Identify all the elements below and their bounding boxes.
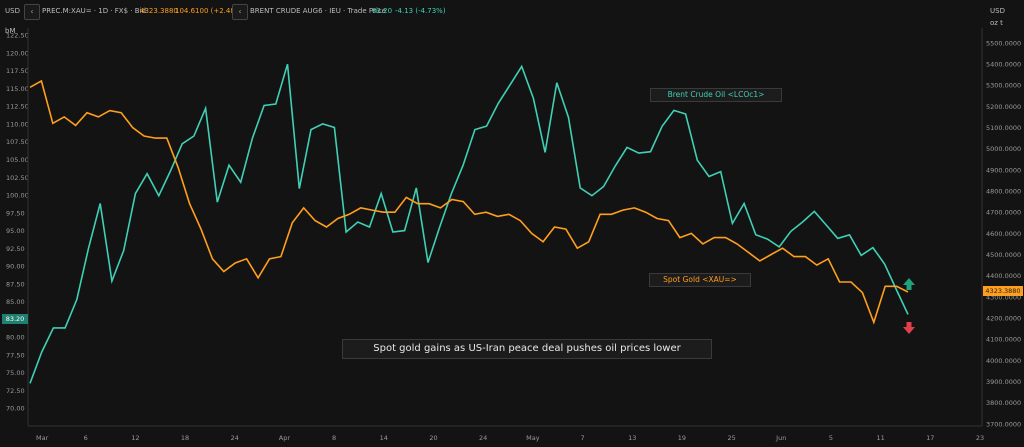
brent-down-arrow-icon — [903, 322, 915, 334]
gold-series-line — [29, 79, 909, 325]
x-tick-label: 20 — [429, 434, 437, 442]
left-tick-label: 100.00 — [6, 192, 29, 200]
right-tick-label: 4300.0000 — [986, 293, 1021, 301]
right-tick-label: 5500.0000 — [986, 39, 1021, 47]
left-tick-label: 77.50 — [6, 351, 25, 359]
x-tick-label: 8 — [332, 434, 336, 442]
left-tick-label: 95.00 — [6, 227, 25, 235]
right-tick-label: 3900.0000 — [986, 378, 1021, 386]
right-tick-label: 5000.0000 — [986, 145, 1021, 153]
gold-last-value-badge: 4323.3880 — [983, 286, 1023, 296]
gold-annotation: Spot Gold <XAU=> — [649, 273, 751, 287]
x-tick-label: 23 — [976, 434, 984, 442]
right-tick-label: 4800.0000 — [986, 188, 1021, 196]
x-tick-label: Apr — [279, 434, 291, 442]
left-tick-label: 107.50 — [6, 138, 29, 146]
x-tick-label: 6 — [84, 434, 88, 442]
left-tick-label: 122.50 — [6, 32, 29, 40]
x-tick-label: Jun — [775, 434, 786, 442]
right-tick-label: 5400.0000 — [986, 60, 1021, 68]
x-tick-label: 18 — [181, 434, 189, 442]
right-tick-label: 4600.0000 — [986, 230, 1021, 238]
right-tick-label: 4900.0000 — [986, 166, 1021, 174]
left-tick-label: 87.50 — [6, 280, 25, 288]
right-tick-label: 4100.0000 — [986, 336, 1021, 344]
left-tick-label: 120.00 — [6, 49, 29, 57]
brent-symbol[interactable]: BRENT CRUDE AUG6 · IEU · Trade Price — [250, 7, 386, 15]
x-tick-label: 25 — [727, 434, 735, 442]
x-axis-ticks: Mar 6 12 18 24 Apr 8 14 20 24 May 7 13 19 25 Jun 5 11 17 23 — [36, 434, 984, 442]
gold-price: 4323.3880 — [140, 7, 178, 15]
left-tick-label: 112.50 — [6, 103, 29, 111]
right-tick-label: 3800.0000 — [986, 399, 1021, 407]
left-tick-label: 70.00 — [6, 405, 25, 413]
right-tick-label: 5100.0000 — [986, 124, 1021, 132]
x-tick-label: 24 — [231, 434, 239, 442]
left-tick-label: 90.00 — [6, 263, 25, 271]
right-tick-label: 4200.0000 — [986, 315, 1021, 323]
x-tick-label: 17 — [926, 434, 934, 442]
x-tick-label: 13 — [628, 434, 636, 442]
x-tick-label: 24 — [479, 434, 487, 442]
x-tick-label: 5 — [829, 434, 833, 442]
left-currency-label[interactable]: USD — [5, 7, 20, 15]
left-tick-label: 85.00 — [6, 298, 25, 306]
right-tick-label: 4000.0000 — [986, 357, 1021, 365]
right-currency-label[interactable]: USD — [990, 7, 1005, 15]
left-tick-label: 72.50 — [6, 387, 25, 395]
left-tick-label: 92.50 — [6, 245, 25, 253]
gold-up-arrow-icon — [903, 278, 915, 290]
brent-change: -4.13 (-4.73%) — [395, 7, 446, 15]
gold-collapse-icon[interactable]: ‹ — [24, 4, 40, 20]
x-tick-label: Mar — [36, 434, 49, 442]
left-tick-label: 75.00 — [6, 369, 25, 377]
left-unit-label: bM — [5, 27, 16, 35]
left-tick-label: 110.00 — [6, 120, 29, 128]
brent-collapse-icon[interactable]: ‹ — [232, 4, 248, 20]
x-tick-label: 12 — [131, 434, 139, 442]
right-tick-label: 4500.0000 — [986, 251, 1021, 259]
left-tick-label: 117.50 — [6, 67, 29, 75]
right-axis-ticks: 5500.0000 5400.0000 5300.0000 5200.0000 5100… — [986, 39, 1021, 428]
right-tick-label: 4400.0000 — [986, 272, 1021, 280]
left-tick-label: 97.50 — [6, 209, 25, 217]
x-tick-label: 11 — [876, 434, 884, 442]
chart-title: Spot gold gains as US-Iran peace deal pu… — [342, 339, 712, 359]
right-tick-label: 5300.0000 — [986, 82, 1021, 90]
x-tick-label: 7 — [580, 434, 584, 442]
left-tick-label: 80.00 — [6, 334, 25, 342]
x-tick-label: 19 — [678, 434, 686, 442]
gold-change: 104.6100 (+2.48%) — [175, 7, 245, 15]
left-tick-label: 115.00 — [6, 85, 29, 93]
left-tick-label: 105.00 — [6, 156, 29, 164]
x-tick-label: May — [526, 434, 540, 442]
x-tick-label: 14 — [380, 434, 388, 442]
brent-last-value-badge: 83.20 — [2, 314, 28, 324]
brent-annotation: Brent Crude Oil <LCOc1> — [650, 88, 782, 102]
brent-series-line — [29, 63, 909, 384]
right-tick-label: 4700.0000 — [986, 209, 1021, 217]
brent-price: 83.20 — [372, 7, 393, 15]
left-axis-ticks: 122.50 120.00 117.50 115.00 112.50 110.00 107.… — [6, 32, 29, 413]
left-tick-label: 102.50 — [6, 174, 29, 182]
right-unit-label: oz t — [990, 19, 1003, 27]
right-tick-label: 3700.0000 — [986, 420, 1021, 428]
gold-symbol[interactable]: PREC.M:XAU= · 1D · FX$ · Bid — [42, 7, 146, 15]
right-tick-label: 5200.0000 — [986, 103, 1021, 111]
